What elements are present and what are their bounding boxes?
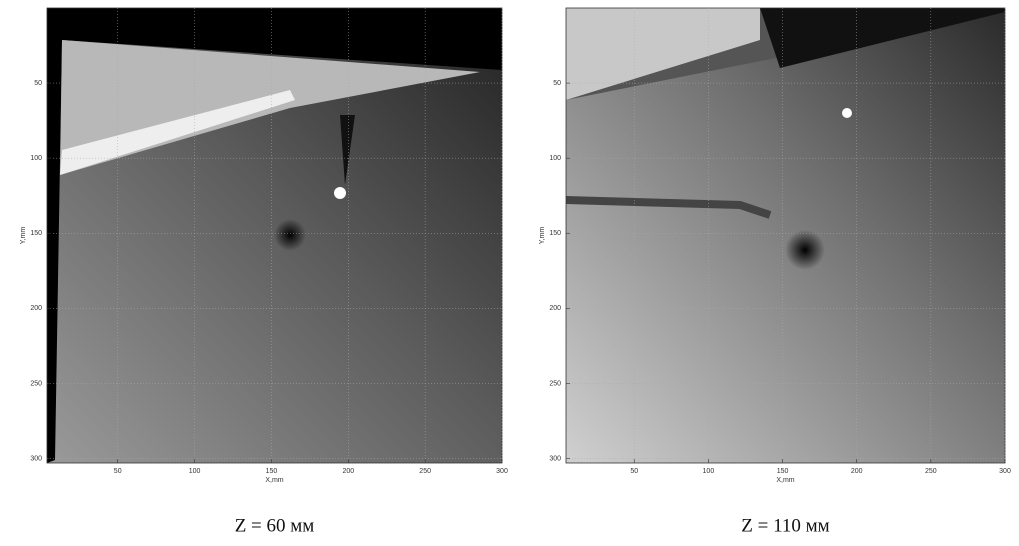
x-axis-label: X,mm <box>265 477 283 484</box>
axes-frame <box>46 7 503 464</box>
x-tick-label: 100 <box>189 468 201 475</box>
x-tick-label: 50 <box>630 468 638 475</box>
x-tick-label: 150 <box>266 468 278 475</box>
y-tick-label: 100 <box>549 155 561 162</box>
y-axis-label: Y,mm <box>20 227 27 245</box>
y-tick-label: 250 <box>549 380 561 387</box>
x-axis-label: X,mm <box>776 477 794 484</box>
x-tick-label: 250 <box>419 468 431 475</box>
y-tick-label: 150 <box>549 230 561 237</box>
y-tick-label: 200 <box>549 305 561 312</box>
y-tick-label: 300 <box>30 455 42 462</box>
y-tick-label: 200 <box>30 305 42 312</box>
x-tick-label: 300 <box>496 468 508 475</box>
y-tick-label: 50 <box>553 80 561 87</box>
y-tick-label: 150 <box>30 230 42 237</box>
x-tick-label: 100 <box>703 468 715 475</box>
y-axis-label: Y,mm <box>539 227 546 245</box>
axes-frame <box>565 7 1006 464</box>
y-tick-label: 100 <box>30 155 42 162</box>
y-tick-label: 50 <box>34 80 42 87</box>
x-tick-label: 200 <box>851 468 863 475</box>
image-panel <box>566 8 1005 463</box>
caption: Z = 60 мм <box>235 515 315 536</box>
y-tick-label: 300 <box>549 455 561 462</box>
x-tick-label: 300 <box>999 468 1011 475</box>
image-panel <box>47 8 502 463</box>
caption: Z = 110 мм <box>741 515 829 536</box>
x-tick-label: 250 <box>925 468 937 475</box>
x-tick-label: 150 <box>777 468 789 475</box>
x-tick-label: 200 <box>342 468 354 475</box>
x-tick-label: 50 <box>114 468 122 475</box>
y-tick-label: 250 <box>30 380 42 387</box>
